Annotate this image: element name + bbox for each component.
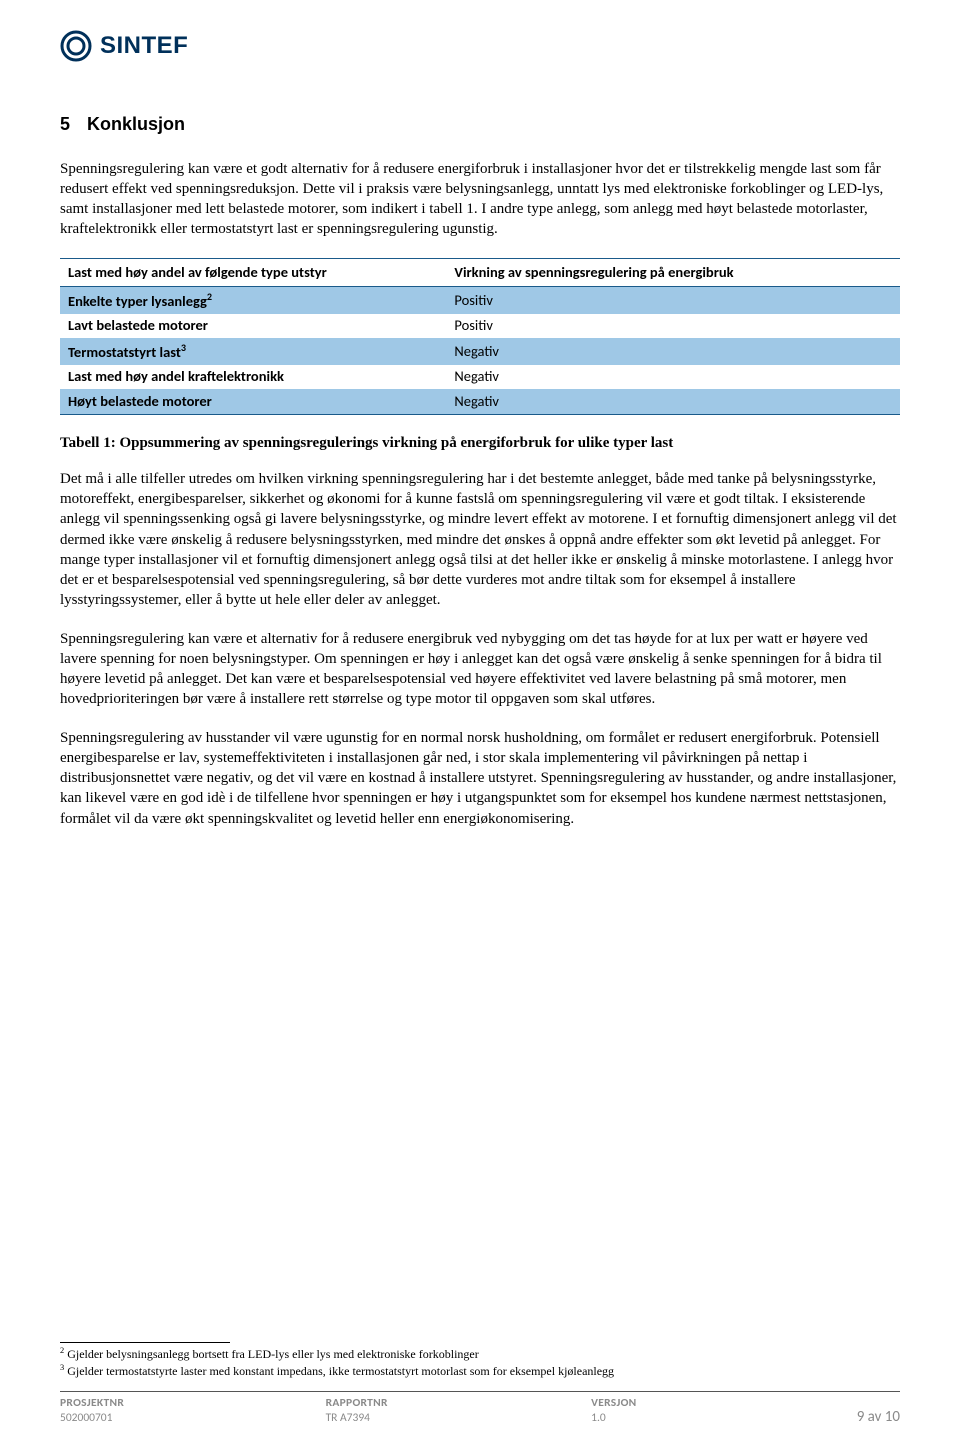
- paragraph-4: Spenningsregulering av husstander vil væ…: [60, 728, 900, 829]
- section-heading: 5 Konklusjon: [60, 112, 900, 136]
- section-title: Konklusjon: [87, 114, 185, 134]
- footnote-3-text: Gjelder termostatstyrte laster med konst…: [67, 1364, 614, 1378]
- logo: SINTEF: [60, 30, 900, 62]
- footnote-2-text: Gjelder belysningsanlegg bortsett fra LE…: [67, 1347, 479, 1361]
- footnote-2: 2 Gjelder belysningsanlegg bortsett fra …: [60, 1345, 900, 1362]
- footer-project-label: PROSJEKTNR: [60, 1396, 326, 1412]
- table-row: Høyt belastede motorer Negativ: [60, 389, 900, 414]
- logo-text: SINTEF: [100, 30, 188, 62]
- table-cell-left: Last med høy andel kraftelektronikk: [60, 365, 446, 390]
- table-cell-left: Termostatstyrt last3: [60, 338, 446, 364]
- page-footer: PROSJEKTNR 502000701 RAPPORTNR TR A7394 …: [60, 1391, 900, 1427]
- table-caption: Tabell 1: Oppsummering av spenningsregul…: [60, 433, 900, 453]
- table-row: Enkelte typer lysanlegg2 Positiv: [60, 287, 900, 314]
- footer-col-version: VERSJON 1.0: [591, 1396, 857, 1427]
- table-row: Lavt belastede motorer Positiv: [60, 314, 900, 339]
- table-header-left: Last med høy andel av følgende type utst…: [60, 259, 446, 287]
- table-cell-right: Positiv: [446, 287, 900, 314]
- footer-project-value: 502000701: [60, 1411, 326, 1427]
- table-cell-left: Høyt belastede motorer: [60, 389, 446, 414]
- equipment-table-wrapper: Last med høy andel av følgende type utst…: [60, 258, 900, 415]
- table-header-right: Virkning av spenningsregulering på energ…: [446, 259, 900, 287]
- equipment-table: Last med høy andel av følgende type utst…: [60, 259, 900, 414]
- footnote-rule: [60, 1342, 230, 1343]
- paragraph-2: Det må i alle tilfeller utredes om hvilk…: [60, 469, 900, 611]
- footnotes: 2 Gjelder belysningsanlegg bortsett fra …: [60, 1342, 900, 1379]
- footer-version-label: VERSJON: [591, 1396, 857, 1412]
- footer-page-number: 9 av 10: [857, 1407, 900, 1427]
- footer-report-label: RAPPORTNR: [326, 1396, 592, 1412]
- paragraph-1: Spenningsregulering kan være et godt alt…: [60, 159, 900, 240]
- table-cell-right: Positiv: [446, 314, 900, 339]
- table-cell-left: Enkelte typer lysanlegg2: [60, 287, 446, 314]
- logo-icon: [60, 30, 92, 62]
- footer-report-value: TR A7394: [326, 1411, 592, 1427]
- table-row: Termostatstyrt last3 Negativ: [60, 338, 900, 364]
- footnote-3: 3 Gjelder termostatstyrte laster med kon…: [60, 1362, 900, 1379]
- table-cell-left: Lavt belastede motorer: [60, 314, 446, 339]
- table-cell-right: Negativ: [446, 338, 900, 364]
- footer-version-value: 1.0: [591, 1411, 857, 1427]
- footer-col-project: PROSJEKTNR 502000701: [60, 1396, 326, 1427]
- table-cell-right: Negativ: [446, 365, 900, 390]
- table-cell-right: Negativ: [446, 389, 900, 414]
- paragraph-3: Spenningsregulering kan være et alternat…: [60, 629, 900, 710]
- section-number: 5: [60, 112, 82, 136]
- table-row: Last med høy andel kraftelektronikk Nega…: [60, 365, 900, 390]
- footer-col-report: RAPPORTNR TR A7394: [326, 1396, 592, 1427]
